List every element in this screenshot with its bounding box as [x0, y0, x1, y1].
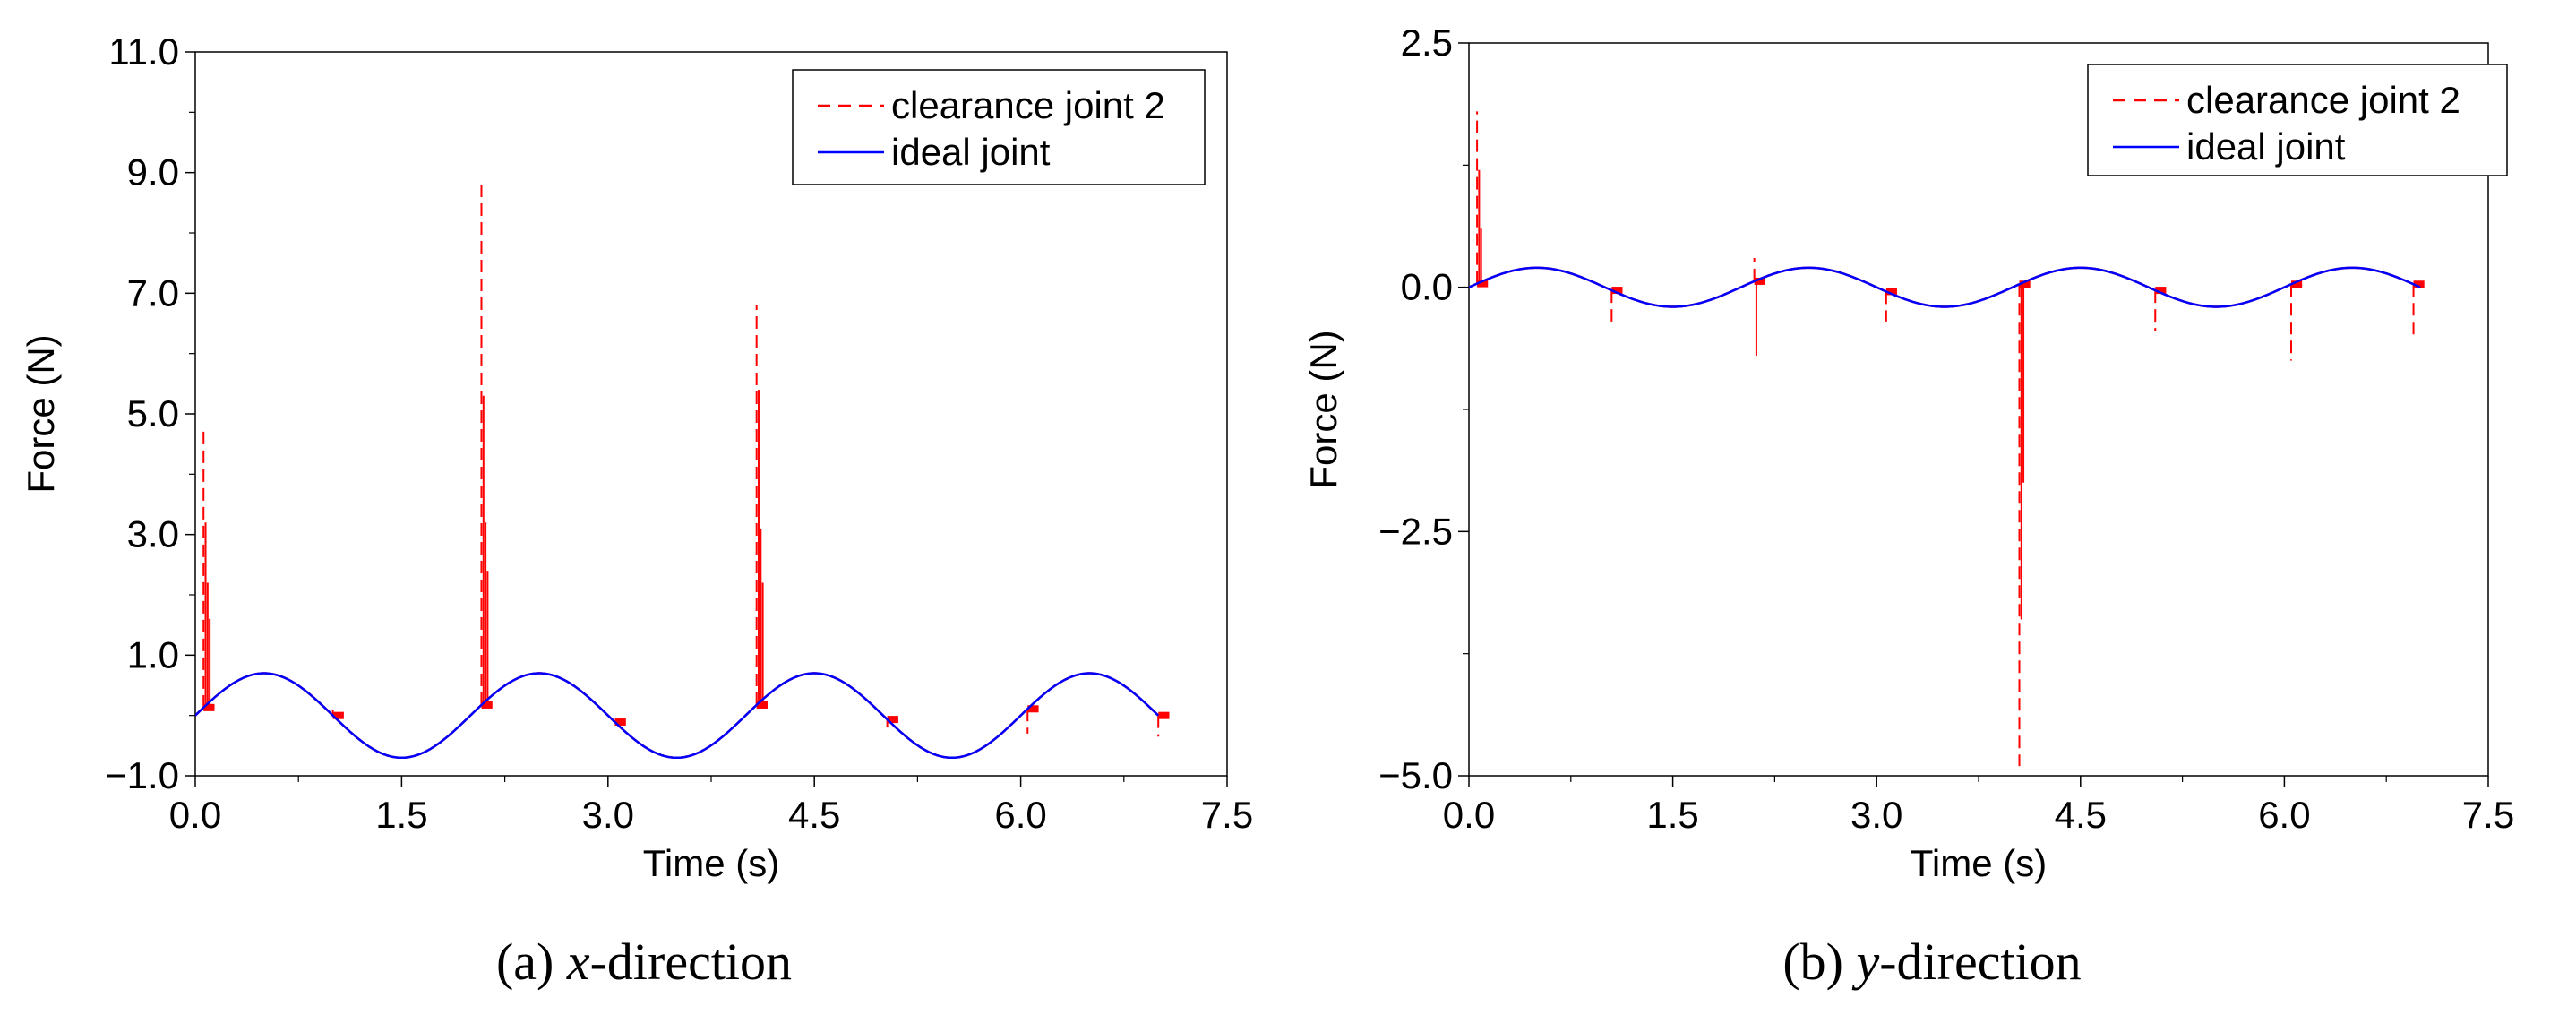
- chart-a-y-tick-label: 9.0: [127, 151, 179, 194]
- chart-b-x-tick-label: 3.0: [1850, 794, 1902, 836]
- chart-a-x-tick-label: 0.0: [169, 794, 221, 836]
- chart-a-y-tick-label: 11.0: [108, 30, 179, 73]
- chart-a-x-tick-label: 1.5: [375, 794, 427, 836]
- chart-a-ideal-joint-line: [195, 672, 1160, 760]
- caption-a-prefix: (a): [495, 933, 567, 991]
- chart-b-x-tick-label: 7.5: [2462, 794, 2514, 836]
- chart-a-x-tick-label: 7.5: [1201, 794, 1253, 836]
- caption-b-var: y: [1856, 933, 1880, 991]
- chart-a-y-tick-label: −1.0: [105, 754, 179, 796]
- caption-a: (a) x-direction: [0, 932, 1288, 992]
- chart-a-x-tick-label: 6.0: [994, 794, 1046, 836]
- chart-a-y-axis-label: Force (N): [20, 334, 62, 493]
- chart-b-x-tick-label: 4.5: [2055, 794, 2107, 836]
- chart-a-svg: 0.0 1.5 3.0 4.5 6.0 7.5 −1.0 1.0 3.0 5.0 7.0 9.0 11.…: [20, 30, 1253, 884]
- caption-a-var: x: [566, 933, 590, 991]
- chart-b-clearance-contact-burst: [2155, 287, 2167, 295]
- chart-a-legend-label-0: clearance joint 2: [891, 84, 1165, 126]
- chart-b-y-axis-label: Force (N): [1302, 330, 1344, 488]
- chart-b-y-tick-label: 2.5: [1401, 22, 1453, 64]
- chart-panel-b: 0.0 1.5 3.0 4.5 6.0 7.5 −5.0 −2.5 0.0 2.5 Time (s)…: [1288, 0, 2576, 1032]
- chart-a-clearance-contact-burst: [887, 716, 898, 724]
- chart-panel-a: 0.0 1.5 3.0 4.5 6.0 7.5 −1.0 1.0 3.0 5.0 7.0 9.0 11.…: [0, 30, 1288, 992]
- chart-a-x-tick-label: 4.5: [788, 794, 840, 836]
- chart-b-clearance-contact-burst: [1611, 287, 1623, 295]
- chart-a-series-group-0: [195, 185, 1170, 760]
- caption-b-prefix: (b): [1782, 933, 1857, 991]
- chart-a-series-group-1: [195, 672, 1160, 760]
- chart-a-legend-box: [792, 69, 1206, 185]
- caption-b-suffix: -direction: [1879, 933, 2082, 991]
- chart-a-clearance-contact-burst: [614, 718, 626, 727]
- chart-b-legend-label-0: clearance joint 2: [2186, 79, 2460, 121]
- chart-a-x-tick-label: 3.0: [582, 794, 634, 836]
- chart-b-clearance-contact-burst: [2019, 280, 2031, 288]
- chart-b-clearance-contact-burst: [1477, 280, 1489, 288]
- chart-b-x-axis-label: Time (s): [1911, 842, 2047, 884]
- chart-a-legend-label-1: ideal joint: [891, 131, 1051, 173]
- caption-b: (b) y-direction: [1288, 932, 2576, 992]
- chart-a-clearance-contact-burst: [1027, 705, 1039, 713]
- chart-b-clearance-contact-burst: [2413, 280, 2425, 288]
- chart-a-x-axis-label: Time (s): [643, 842, 779, 884]
- chart-a-y-tick-label: 1.0: [127, 633, 179, 675]
- chart-b-x-tick-label: 6.0: [2258, 794, 2310, 836]
- chart-b-y-tick-label: 0.0: [1401, 266, 1453, 308]
- caption-a-suffix: -direction: [589, 933, 793, 991]
- chart-a-clearance-contact-burst: [203, 703, 215, 711]
- chart-b-series-group-1: [1469, 266, 2421, 308]
- chart-b-clearance-contact-burst: [2290, 280, 2303, 288]
- chart-a-clearance-contact-burst: [756, 701, 768, 709]
- chart-b-svg: 0.0 1.5 3.0 4.5 6.0 7.5 −5.0 −2.5 0.0 2.5 Time (s)…: [1302, 22, 2514, 884]
- chart-a-clearance-contact-burst: [481, 701, 493, 709]
- chart-a-y-tick-label: 7.0: [127, 271, 179, 314]
- chart-b-clearance-contact-burst: [1885, 288, 1897, 296]
- chart-b-ideal-joint-line: [1469, 266, 2421, 308]
- chart-b-clearance-contact-burst: [1754, 277, 1765, 285]
- chart-b-legend-box: [2087, 64, 2508, 176]
- chart-b-y-tick-label: −2.5: [1378, 510, 1453, 552]
- chart-b-x-tick-label: 1.5: [1646, 794, 1698, 836]
- chart-b-series-group-0: [1469, 111, 2425, 767]
- chart-a-clearance-contact-burst: [1158, 711, 1170, 719]
- chart-a-y-tick-label: 3.0: [127, 513, 179, 555]
- chart-a-clearance-contact-burst: [332, 711, 344, 719]
- chart-b-legend-label-1: ideal joint: [2186, 125, 2346, 168]
- chart-b-x-tick-label: 0.0: [1443, 794, 1495, 836]
- chart-b-y-tick-label: −5.0: [1378, 754, 1453, 796]
- chart-a-y-tick-label: 5.0: [127, 392, 179, 434]
